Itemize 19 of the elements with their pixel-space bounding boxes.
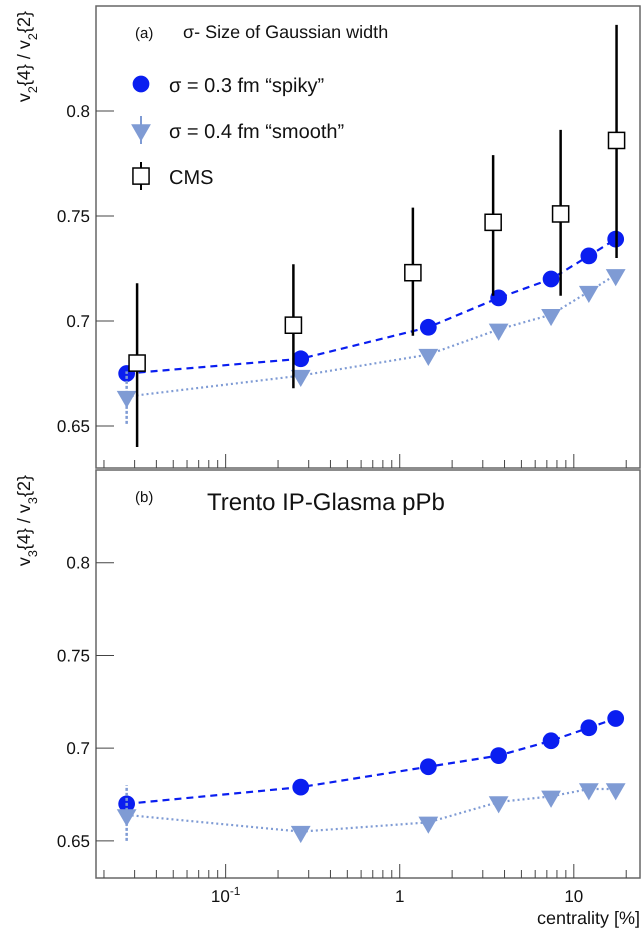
annotation: (a) xyxy=(135,25,154,42)
y-tick-label: 0.8 xyxy=(66,554,90,573)
x-tick-label: 1 xyxy=(394,887,404,906)
y-tick-label: 0.65 xyxy=(56,417,90,436)
legend-label: σ = 0.3 fm “spiky” xyxy=(169,75,324,97)
y-tick-label: 0.65 xyxy=(56,832,90,851)
text: Trento IP-Glasma pPb xyxy=(207,489,445,516)
legend-label: CMS xyxy=(169,167,214,189)
annotation: (b) xyxy=(135,489,154,506)
y-tick-label: 0.75 xyxy=(56,646,90,666)
y-tick-label: 0.7 xyxy=(66,739,90,758)
legend-label: σ = 0.4 fm “smooth” xyxy=(169,121,344,143)
y-tick-label: 0.75 xyxy=(56,207,90,226)
x-axis-title: centrality [%] xyxy=(536,908,640,928)
y-tick-label: 0.7 xyxy=(66,312,90,331)
legend-title: σ- Size of Gaussian width xyxy=(183,22,388,42)
x-tick-label: 10 xyxy=(564,887,584,906)
x-tick-label: 10$^{-1}$ xyxy=(210,884,241,906)
y-tick-label: 0.8 xyxy=(66,102,90,121)
